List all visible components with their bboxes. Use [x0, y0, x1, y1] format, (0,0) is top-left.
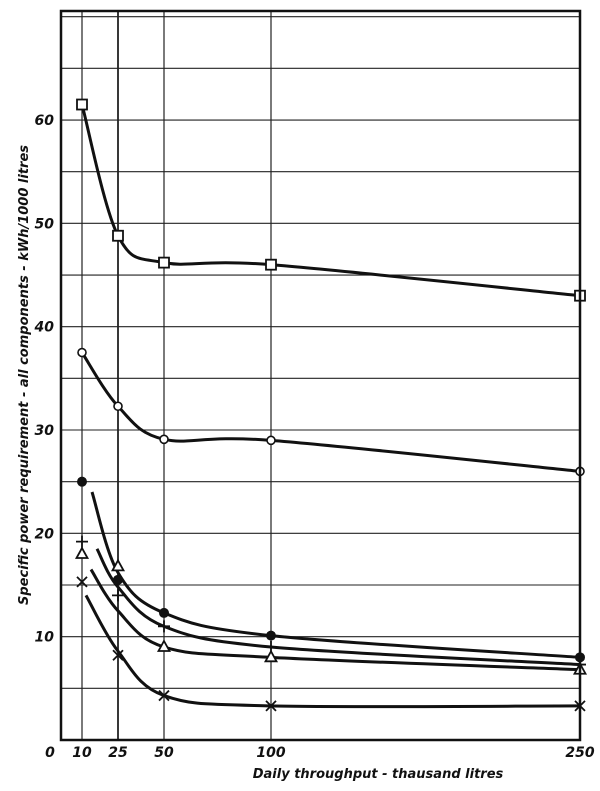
cross-series-curve	[84, 594, 581, 709]
square-series-curve	[80, 104, 581, 298]
triangle-series-curve	[89, 568, 581, 672]
triangle-marker-shape	[74, 546, 90, 559]
y-tick-label: 50	[35, 216, 55, 232]
filled-circle-marker-shape	[113, 574, 123, 585]
circle-marker-shape	[266, 435, 276, 446]
y-axis-title: Specific power requirement - all compone…	[17, 145, 32, 605]
x-tick-label: 0	[45, 745, 55, 761]
square-open-marker	[112, 229, 124, 242]
cross-marker	[265, 700, 277, 712]
triangle-marker-shape	[156, 639, 172, 652]
square-marker-shape	[76, 98, 88, 111]
circle-open-marker	[159, 434, 169, 445]
circle-filled-series-curve	[90, 491, 581, 659]
square-open-marker	[76, 98, 88, 111]
plot-frame	[59, 9, 582, 742]
square-open-marker	[265, 258, 277, 271]
circle-marker-shape	[77, 347, 87, 358]
y-tick-label: 20	[35, 526, 55, 542]
y-tick-label: 60	[35, 113, 55, 129]
x-tick-labels: 0 10 25 50 100 250	[45, 745, 595, 761]
square-marker-shape	[158, 256, 170, 269]
x-axis-title: Daily throughput - thausand litres	[253, 767, 504, 782]
filled-circle-marker-shape	[159, 607, 169, 618]
triangle-open-marker	[74, 546, 90, 559]
cross-marker	[76, 576, 88, 588]
data-curves	[80, 104, 581, 709]
plus-marker-shape	[76, 535, 88, 548]
circle-marker-shape	[159, 434, 169, 445]
square-open-marker	[158, 256, 170, 269]
circle-filled-marker	[113, 574, 123, 585]
plus-marker-shape	[112, 589, 124, 602]
cross-marker-shape	[265, 700, 277, 712]
circle-open-marker	[77, 347, 87, 358]
grid-lines	[61, 11, 581, 740]
cross-marker-shape	[76, 576, 88, 588]
circle-open-marker	[113, 401, 123, 412]
plus-marker-shape	[158, 620, 170, 633]
circle-filled-marker	[266, 630, 276, 641]
y-tick-labels: 10 20 30 40 50 60	[34, 113, 55, 646]
circle-filled-marker	[159, 607, 169, 618]
plus-marker	[158, 620, 170, 633]
plus-marker	[76, 535, 88, 548]
circle-marker-shape	[113, 401, 123, 412]
square-marker-shape	[265, 258, 277, 271]
triangle-open-marker	[110, 558, 126, 572]
circle-open-marker	[266, 435, 276, 446]
x-tick-label: 25	[108, 745, 128, 761]
filled-circle-marker-shape	[266, 630, 276, 641]
triangle-marker-shape	[263, 649, 279, 663]
circle-filled-marker	[77, 476, 87, 487]
x-tick-label: 250	[565, 745, 594, 761]
plus-series-curve	[95, 548, 581, 667]
triangle-open-marker	[156, 639, 172, 652]
y-tick-label: 10	[35, 630, 55, 646]
y-tick-label: 30	[35, 423, 55, 439]
triangle-open-marker	[263, 649, 279, 663]
x-tick-label: 10	[72, 745, 92, 761]
square-marker-shape	[112, 229, 124, 242]
x-tick-label: 100	[256, 745, 285, 761]
cross-marker	[112, 649, 124, 661]
cross-marker-shape	[112, 649, 124, 661]
circle-open-series-curve	[80, 351, 581, 473]
x-tick-label: 50	[154, 745, 174, 761]
plus-marker	[112, 589, 124, 602]
triangle-marker-shape	[110, 558, 126, 572]
filled-circle-marker-shape	[77, 476, 87, 487]
cross-marker	[158, 689, 170, 702]
cross-marker-shape	[158, 689, 170, 702]
y-tick-label: 40	[34, 320, 55, 336]
